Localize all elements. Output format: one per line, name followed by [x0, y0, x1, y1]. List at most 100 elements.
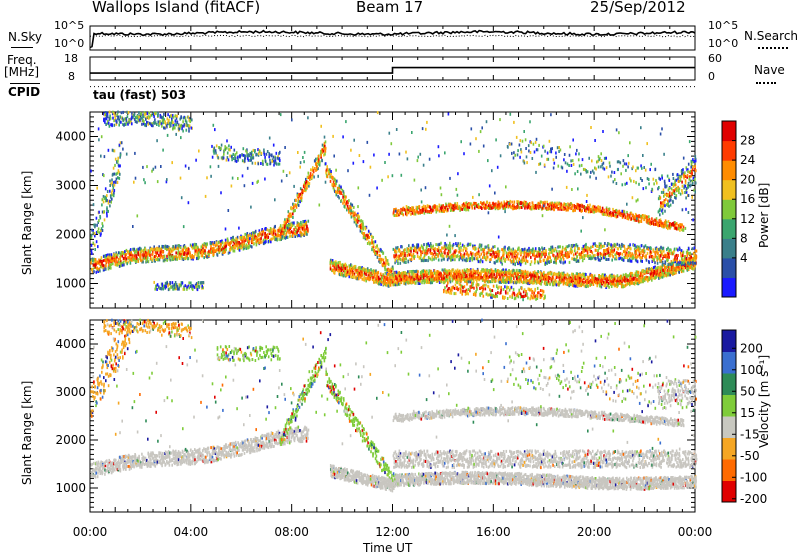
cell [140, 254, 142, 257]
cell [556, 280, 558, 283]
cell [175, 245, 177, 248]
cell [221, 144, 223, 147]
cell [127, 115, 129, 118]
cell [611, 285, 613, 288]
cell [377, 256, 379, 259]
time-tick-label: 00:00 [678, 525, 713, 539]
cell [136, 121, 138, 124]
cell [94, 225, 96, 228]
cell [408, 281, 410, 284]
cell [356, 224, 358, 227]
cell [442, 277, 444, 280]
cell [354, 218, 356, 221]
cell [131, 112, 133, 115]
cell [206, 255, 208, 258]
cell [262, 160, 264, 163]
time-tick-label: 00:00 [73, 525, 108, 539]
cell [267, 150, 269, 153]
cell [225, 245, 227, 248]
cell [432, 245, 434, 248]
cell [277, 238, 279, 241]
cell [435, 257, 437, 260]
cell [216, 144, 218, 147]
range-tick-label: 1000 [55, 481, 86, 495]
time-tick-label: 08:00 [274, 525, 309, 539]
cell [383, 261, 385, 264]
cell [210, 245, 212, 248]
cell [653, 272, 655, 275]
cell [101, 203, 103, 206]
cell [264, 153, 266, 156]
cell [340, 186, 342, 189]
cell [147, 112, 149, 115]
cell [257, 148, 259, 151]
cell [231, 246, 233, 249]
cell [460, 242, 462, 245]
cell [111, 178, 113, 181]
cell [434, 247, 436, 250]
cell [456, 250, 458, 253]
cell [309, 182, 311, 185]
cell [397, 262, 399, 265]
cell [263, 230, 265, 233]
cell [114, 173, 116, 176]
cell [175, 120, 177, 123]
cell [172, 121, 174, 124]
cell [625, 284, 627, 287]
cell [253, 242, 255, 245]
cell [433, 253, 435, 256]
cell [338, 196, 340, 199]
cell [447, 258, 449, 261]
cell [211, 145, 213, 148]
cell [633, 277, 635, 280]
cell [220, 242, 222, 245]
cell [454, 258, 456, 261]
cell [166, 259, 168, 262]
cell [186, 129, 188, 132]
cell [243, 147, 245, 150]
cell [603, 277, 605, 280]
cell [410, 250, 412, 253]
cell [583, 281, 585, 284]
cell [134, 113, 136, 116]
cell [102, 222, 104, 225]
cell [109, 111, 111, 114]
cell [225, 248, 227, 251]
time-tick-label: 04:00 [174, 525, 209, 539]
cell [202, 254, 204, 257]
cell [411, 276, 413, 279]
cell [450, 244, 452, 247]
cell [377, 272, 379, 275]
cell [313, 176, 315, 179]
cell [169, 258, 171, 261]
cell [615, 278, 617, 281]
cell [453, 269, 455, 272]
cell [378, 249, 380, 252]
cell [288, 224, 290, 227]
cell [441, 280, 443, 283]
cell [212, 156, 214, 159]
cell [452, 244, 454, 247]
cell [333, 181, 335, 184]
cell [464, 259, 466, 262]
cell [141, 116, 143, 119]
cell [373, 241, 375, 244]
cell [154, 122, 156, 125]
cell [236, 160, 238, 163]
cell [110, 267, 112, 270]
range-tick-label: 3000 [55, 385, 86, 399]
cell [229, 155, 231, 158]
cell [106, 199, 108, 202]
cell [178, 128, 180, 131]
cell [116, 121, 118, 124]
cell [388, 263, 390, 266]
cell [458, 247, 460, 250]
cell [537, 270, 539, 273]
cell [633, 282, 635, 285]
cell [244, 233, 246, 236]
cell [393, 274, 395, 277]
cell [604, 274, 606, 277]
cell [281, 235, 283, 238]
cell [374, 275, 376, 278]
cell [191, 118, 193, 121]
